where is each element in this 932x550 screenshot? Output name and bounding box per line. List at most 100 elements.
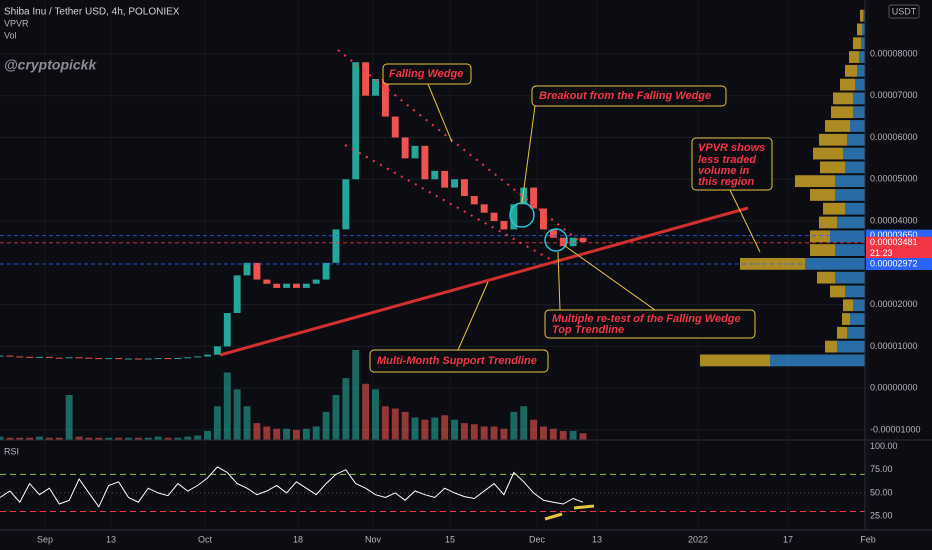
x-tick-label: Sep xyxy=(37,534,53,544)
x-tick-label: 13 xyxy=(592,534,602,544)
volume-bar xyxy=(579,433,587,440)
currency-box xyxy=(888,4,920,19)
vpvr-down xyxy=(770,354,865,367)
volume-bar xyxy=(233,389,241,440)
x-tick-label: Nov xyxy=(365,534,382,544)
vpvr-up xyxy=(860,9,863,22)
vpvr-up xyxy=(840,78,855,91)
annotation: Multi-Month Support Trendline xyxy=(377,355,537,367)
volume-bar xyxy=(164,437,172,440)
candle xyxy=(283,283,291,288)
candle xyxy=(332,229,340,263)
volume-bar xyxy=(16,437,24,440)
volume-bar xyxy=(302,428,310,440)
vpvr-down xyxy=(859,51,865,63)
vpvr-down xyxy=(835,244,865,256)
candle xyxy=(105,358,113,360)
volume-bar xyxy=(0,436,4,440)
candle xyxy=(391,116,399,138)
annotation: Multiple re-test of the Falling Wedge xyxy=(552,313,741,325)
annotation: Falling Wedge xyxy=(389,68,463,80)
candle xyxy=(421,145,429,180)
candle xyxy=(85,357,93,359)
support-trendline xyxy=(219,206,749,357)
candle xyxy=(134,358,142,360)
indicator: Vol xyxy=(4,30,17,40)
candle xyxy=(233,275,241,313)
rsi-tick-label: 100.00 xyxy=(870,441,898,451)
annotation: VPVR shows xyxy=(698,142,765,154)
volume-bar xyxy=(134,437,142,440)
countdown: 21:23 xyxy=(870,248,893,258)
candle xyxy=(213,346,221,355)
candle xyxy=(55,357,63,359)
volume-bar xyxy=(322,411,330,440)
currency: USDT xyxy=(892,6,917,16)
vpvr-up xyxy=(849,51,859,63)
volume-bar xyxy=(460,423,468,440)
annotation-box xyxy=(691,137,773,191)
annotation: this region xyxy=(698,176,755,188)
vpvr-down xyxy=(837,216,865,229)
rsi-tick-label: 75.00 xyxy=(870,464,893,474)
candle xyxy=(164,358,172,360)
vpvr-up xyxy=(819,133,847,146)
candle xyxy=(342,179,350,230)
x-tick-label: Oct xyxy=(198,534,213,544)
candle xyxy=(302,283,310,288)
annotation-box xyxy=(382,63,472,85)
volume-bar xyxy=(480,426,488,440)
candle xyxy=(352,62,360,180)
pointer xyxy=(564,245,656,311)
x-tick-label: Dec xyxy=(529,534,546,544)
candle xyxy=(441,170,449,188)
volume-bar xyxy=(194,435,202,440)
volume-bar xyxy=(144,437,152,440)
vpvr-up xyxy=(823,202,845,215)
vpvr-up xyxy=(810,244,835,256)
volume-bar xyxy=(362,383,370,440)
vpvr-up xyxy=(825,120,850,132)
pointer xyxy=(521,105,536,204)
plot: 0.00008000 0.00007000 0.00006000 0.00005000… xyxy=(0,9,932,544)
candle xyxy=(322,262,330,280)
volume-bar xyxy=(470,424,478,440)
grid xyxy=(0,0,869,530)
candle xyxy=(0,355,4,357)
candle xyxy=(36,356,43,358)
candle xyxy=(292,283,300,288)
rsi-label: RSI xyxy=(4,446,19,456)
price-label-box xyxy=(866,236,932,261)
vpvr-up xyxy=(820,161,845,174)
vpvr-down xyxy=(835,189,865,201)
pointer xyxy=(557,251,561,311)
vpvr-down xyxy=(837,340,865,353)
x-tick-label: 13 xyxy=(106,534,116,544)
vpvr-up xyxy=(813,147,843,160)
vpvr-down xyxy=(847,326,865,339)
retest-circle xyxy=(544,228,568,252)
annotation-box xyxy=(544,309,756,339)
volume-bar xyxy=(213,406,221,440)
candle xyxy=(470,195,478,205)
vpvr-down xyxy=(855,78,865,91)
volume-bar xyxy=(55,437,63,440)
candle xyxy=(95,358,103,360)
candle xyxy=(510,204,518,230)
volume-bar xyxy=(292,429,300,440)
vpvr-up xyxy=(810,189,835,201)
price-label: 0.00002972 xyxy=(870,258,918,268)
y-tick-label: -0.00001000 xyxy=(870,424,921,434)
candle xyxy=(312,279,320,284)
candle xyxy=(65,357,73,359)
volume-bar xyxy=(372,389,379,440)
candle xyxy=(16,356,24,358)
volume-bar xyxy=(559,431,567,440)
y-tick-label: 0.00005000 xyxy=(870,174,918,184)
candle xyxy=(411,145,419,159)
volume-bar xyxy=(332,395,340,440)
volume-bar xyxy=(312,426,320,440)
vpvr-down xyxy=(843,147,865,160)
volume-bar xyxy=(65,395,73,440)
